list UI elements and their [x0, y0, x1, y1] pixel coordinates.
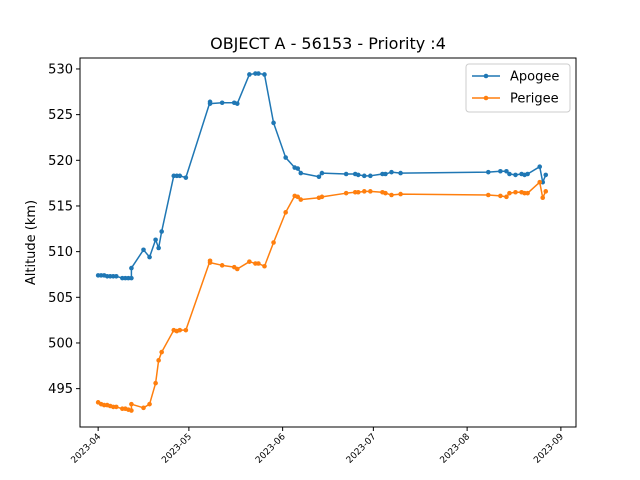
plot-frame	[79, 57, 577, 428]
perigee-point	[113, 404, 119, 410]
perigee-point	[129, 401, 134, 407]
apogee-point	[504, 168, 509, 174]
perigee-point	[156, 358, 161, 363]
perigee-point	[256, 261, 261, 266]
apogee-point	[113, 273, 119, 279]
apogee-point	[368, 173, 373, 179]
perigee-point	[129, 408, 134, 413]
perigee-point	[504, 194, 509, 200]
perigee-point	[177, 327, 183, 333]
perigee-point	[485, 192, 491, 198]
y-axis: 495 500 505 510 515 520 525 530	[48, 62, 80, 397]
legend: Apogee Perigee	[465, 63, 571, 113]
apogee-point	[319, 170, 325, 176]
legend-label-perigee: Perigee	[510, 92, 559, 107]
perigee-point	[343, 190, 349, 196]
y-tick-label: 520	[48, 154, 73, 169]
apogee-point	[525, 171, 530, 177]
apogee-point	[247, 72, 252, 77]
perigee-point	[319, 194, 325, 200]
apogee-point	[543, 172, 549, 178]
apogee-point	[485, 169, 491, 175]
perigee-point	[283, 210, 288, 215]
perigee-point	[271, 240, 276, 245]
perigee-point	[207, 260, 213, 265]
perigee-point	[159, 349, 164, 355]
apogee-point	[183, 175, 189, 180]
apogee-point	[383, 171, 388, 177]
apogee-point	[283, 155, 288, 160]
apogee-point	[271, 120, 276, 126]
y-tick-label: 525	[48, 108, 73, 123]
perigee-point	[219, 263, 225, 268]
perigee-point	[298, 197, 304, 202]
series-layer	[95, 71, 549, 413]
apogee-point	[389, 169, 394, 175]
perigee-point	[361, 189, 367, 194]
y-tick-label: 510	[48, 245, 73, 260]
legend-swatch-marker	[483, 95, 489, 101]
perigee-point	[141, 405, 146, 411]
perigee-point	[513, 189, 518, 195]
y-tick-label: 515	[48, 199, 73, 214]
perigee-point	[368, 189, 373, 194]
apogee-point	[129, 275, 134, 281]
perigee-point	[262, 263, 267, 269]
apogee-point	[507, 171, 512, 177]
apogee-point	[361, 173, 367, 179]
perigee-point	[295, 194, 301, 200]
apogee-point	[316, 174, 322, 180]
legend-label-apogee: Apogee	[510, 70, 559, 85]
y-tick-label: 530	[48, 62, 73, 77]
perigee-point	[540, 195, 546, 201]
perigee-point	[537, 179, 543, 185]
apogee-point	[207, 101, 213, 106]
apogee-point	[355, 172, 361, 178]
perigee-point	[247, 259, 252, 264]
y-axis-label: Altitude (km)	[24, 200, 39, 285]
apogee-point	[156, 245, 161, 251]
chart-title: OBJECT A - 56153 - Priority :4	[210, 34, 446, 53]
apogee-point	[295, 166, 301, 171]
apogee-point	[141, 247, 146, 253]
apogee-point	[298, 170, 304, 176]
perigee-point	[507, 190, 512, 196]
apogee-point	[513, 172, 518, 178]
y-tick-label: 505	[48, 291, 73, 306]
apogee-point	[343, 171, 349, 177]
apogee-point	[256, 71, 261, 76]
series-apogee	[95, 71, 549, 281]
apogee-point	[219, 100, 225, 106]
series-perigee	[95, 179, 549, 413]
perigee-point	[383, 190, 388, 196]
apogee-point	[262, 72, 267, 77]
perigee-point	[525, 190, 530, 196]
y-tick-label: 500	[48, 336, 73, 351]
apogee-point	[398, 170, 403, 176]
perigee-point	[147, 401, 152, 407]
perigee-point	[498, 193, 503, 199]
apogee-point	[498, 168, 503, 174]
perigee-point	[389, 192, 394, 198]
perigee-point	[543, 189, 549, 194]
perigee-point	[398, 191, 403, 197]
apogee-point	[537, 164, 543, 169]
apogee-point	[159, 229, 164, 234]
apogee-point	[129, 265, 134, 271]
legend-swatch-marker	[483, 73, 489, 79]
apogee-point	[147, 254, 152, 260]
y-tick-label: 495	[48, 382, 73, 397]
apogee-point	[234, 101, 240, 106]
apogee-point	[177, 173, 183, 179]
perigee-point	[234, 266, 240, 272]
perigee-point	[153, 380, 158, 386]
perigee-point	[183, 327, 189, 333]
apogee-point	[153, 237, 158, 243]
perigee-point	[355, 189, 361, 195]
